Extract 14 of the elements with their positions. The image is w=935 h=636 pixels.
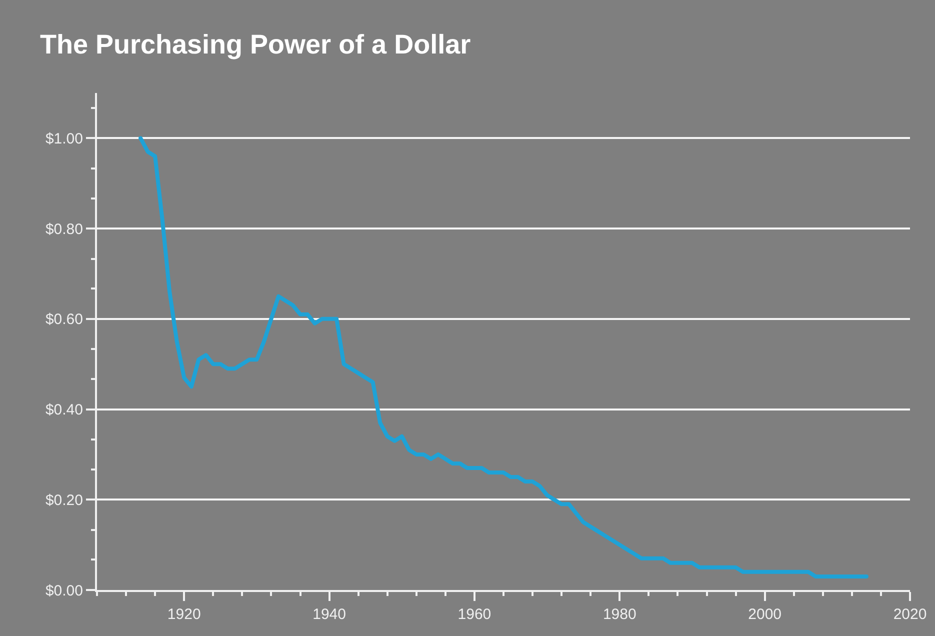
y-tick-label: $0.00 (45, 582, 83, 600)
x-tick-label: 1940 (312, 606, 346, 623)
x-tick-label: 1980 (602, 606, 636, 623)
x-tick-label: 2000 (748, 606, 782, 623)
y-tick-label: $1.00 (45, 130, 83, 148)
y-tick-label: $0.20 (45, 492, 83, 509)
y-tick-label: $0.40 (45, 402, 83, 419)
x-tick-label: 1960 (458, 606, 492, 623)
line-series (138, 136, 868, 578)
y-tick-label: $0.60 (45, 311, 83, 328)
x-tick-label: 2020 (893, 606, 927, 623)
x-tick-label: 1920 (167, 606, 201, 623)
chart-title: The Purchasing Power of a Dollar (40, 29, 472, 60)
y-tick-label: $0.80 (45, 220, 83, 238)
